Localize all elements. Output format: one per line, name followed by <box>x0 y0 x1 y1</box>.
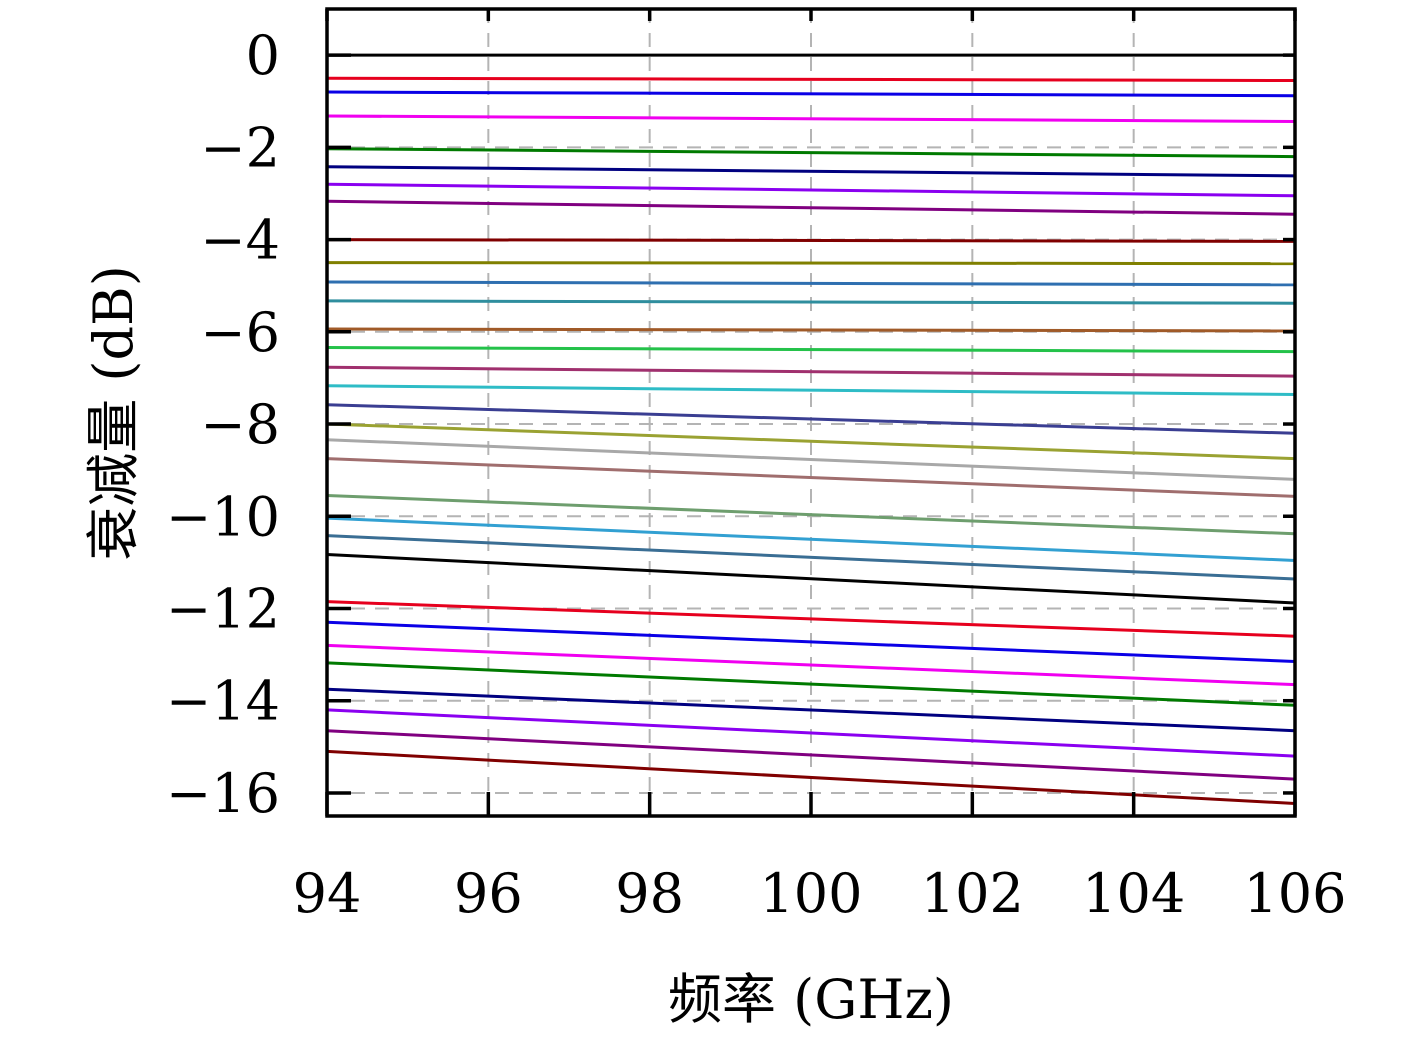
series-line-30 <box>326 708 1296 758</box>
y-tick-labels: 0 −2 −4 −6 −8 −10 −12 −14 −16 <box>166 24 280 825</box>
series-line-8 <box>326 199 1296 216</box>
series-line-4 <box>326 114 1296 123</box>
x-tick-label: 100 <box>759 862 862 925</box>
y-tick-label: −6 <box>200 301 280 364</box>
y-axis-label: 衰减量 (dB) <box>82 265 145 561</box>
y-tick-label: −16 <box>166 762 280 825</box>
y-tick-label: −4 <box>200 209 280 272</box>
x-tick-label: 106 <box>1243 862 1346 925</box>
series-line-5 <box>326 147 1296 159</box>
series-line-14 <box>326 346 1296 354</box>
series-line-31 <box>326 729 1296 781</box>
series-line-17 <box>326 403 1296 435</box>
x-tick-label: 98 <box>615 862 684 925</box>
x-tick-labels: 94 96 98 100 102 104 106 <box>293 862 1347 925</box>
x-tick-label: 96 <box>454 862 523 925</box>
series-line-15 <box>326 365 1296 378</box>
series-line-18 <box>326 422 1296 461</box>
series-line-28 <box>326 661 1296 707</box>
series-line-10 <box>326 261 1296 266</box>
series-line-13 <box>326 327 1296 333</box>
series-line-25 <box>326 600 1296 638</box>
series-line-24 <box>326 553 1296 605</box>
series-line-21 <box>326 494 1296 536</box>
y-tick-label: −8 <box>200 393 280 456</box>
y-tick-label: −14 <box>166 670 280 733</box>
series-line-19 <box>326 438 1296 481</box>
series-line-26 <box>326 620 1296 663</box>
series-line-12 <box>326 299 1296 305</box>
series-line-6 <box>326 165 1296 178</box>
x-tick-label: 102 <box>921 862 1024 925</box>
series-line-22 <box>326 516 1296 562</box>
series-line-23 <box>326 534 1296 581</box>
series-line-27 <box>326 643 1296 687</box>
series-line-16 <box>326 384 1296 396</box>
series-line-7 <box>326 182 1296 198</box>
y-tick-label: −10 <box>166 485 280 548</box>
x-tick-label: 94 <box>293 862 362 925</box>
x-axis-label: 频率 (GHz) <box>668 968 954 1031</box>
x-tick-label: 104 <box>1082 862 1185 925</box>
series-lines <box>326 53 1296 805</box>
series-line-29 <box>326 687 1296 733</box>
ticks <box>325 9 1297 816</box>
series-line-9 <box>326 238 1296 243</box>
series-line-20 <box>326 457 1296 498</box>
series-line-2 <box>326 76 1296 82</box>
y-tick-label: 0 <box>246 24 280 87</box>
y-tick-label: −12 <box>166 577 280 640</box>
series-line-11 <box>326 280 1296 287</box>
y-tick-label: −2 <box>200 116 280 179</box>
series-line-3 <box>326 90 1296 98</box>
